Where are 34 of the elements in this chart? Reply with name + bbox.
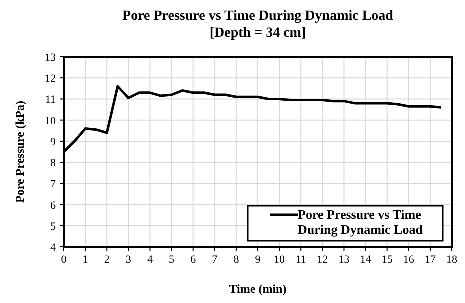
x-tick-label: 14 bbox=[360, 254, 372, 266]
x-tick-label: 8 bbox=[234, 254, 240, 266]
y-tick-label: 13 bbox=[45, 52, 56, 64]
x-tick-label: 10 bbox=[274, 254, 286, 266]
x-tick-label: 17 bbox=[424, 254, 436, 266]
x-tick-label: 13 bbox=[338, 254, 350, 266]
x-tick-label: 5 bbox=[169, 254, 176, 266]
x-tick-label: 9 bbox=[255, 254, 262, 266]
chart-title: Pore Pressure vs Time During Dynamic Load bbox=[122, 9, 394, 24]
y-tick-label: 9 bbox=[50, 136, 56, 148]
x-tick-label: 0 bbox=[61, 254, 68, 266]
x-tick-label: 4 bbox=[147, 254, 154, 266]
x-tick-label: 3 bbox=[126, 254, 132, 266]
y-axis-title: Pore Pressure (kPa) bbox=[13, 101, 27, 203]
x-tick-label: 1 bbox=[82, 254, 88, 266]
y-tick-label: 6 bbox=[50, 200, 56, 212]
chart-subtitle: [Depth = 34 cm] bbox=[210, 26, 306, 41]
y-tick-label: 5 bbox=[50, 220, 56, 233]
x-tick-label: 11 bbox=[296, 254, 306, 266]
x-axis-title: Time (min) bbox=[229, 282, 287, 296]
x-tick-label: 7 bbox=[212, 254, 218, 266]
y-tick-label: 8 bbox=[50, 158, 56, 170]
x-tick-label: 16 bbox=[403, 254, 415, 266]
x-tick-label: 6 bbox=[190, 254, 197, 266]
x-tick-label: 18 bbox=[446, 254, 458, 266]
x-tick-label: 12 bbox=[317, 254, 328, 266]
x-tick-label: 2 bbox=[104, 254, 110, 266]
x-tick-label: 15 bbox=[382, 254, 394, 266]
y-tick-label: 7 bbox=[50, 178, 56, 191]
y-tick-label: 10 bbox=[45, 115, 56, 128]
y-tick-label: 4 bbox=[50, 242, 56, 254]
y-tick-label: 11 bbox=[45, 94, 56, 106]
y-tick-label: 12 bbox=[45, 73, 56, 86]
legend-label: Pore Pressure vs Time During Dynamic Load bbox=[298, 207, 424, 237]
